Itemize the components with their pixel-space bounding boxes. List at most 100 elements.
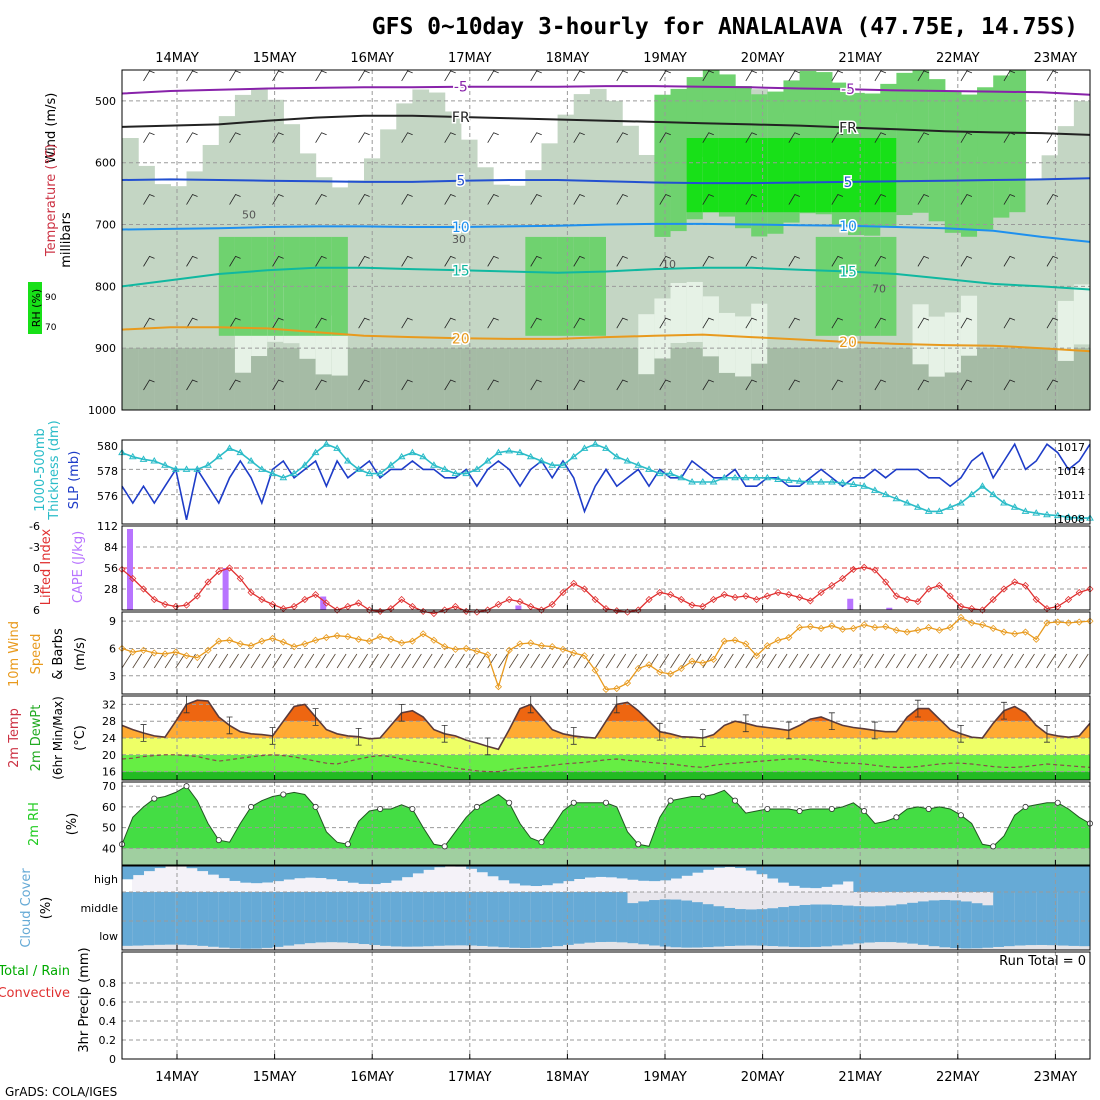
- wind-barb-10m: [745, 653, 756, 669]
- rh-point: [377, 805, 384, 812]
- temp-band-1: [122, 754, 1090, 772]
- lifted-index-point: [882, 578, 890, 586]
- wind-speed-point: [204, 646, 212, 654]
- wind-speed-point: [656, 668, 664, 676]
- cloud-middle: [1036, 892, 1048, 921]
- rh-shade: [831, 348, 849, 410]
- wind-barb: [272, 194, 284, 205]
- rh-point: [732, 797, 739, 804]
- wind-barb-10m: [723, 653, 734, 669]
- thickness-point: [376, 469, 385, 477]
- rh-shade: [218, 348, 236, 410]
- cloud-low: [735, 921, 747, 946]
- wind-barb: [874, 255, 887, 267]
- lifted-index-point: [656, 588, 664, 597]
- cloud-high: [584, 866, 596, 878]
- lifted-index-point: [301, 595, 309, 604]
- wind-barb: [358, 194, 370, 205]
- pressure-tick: 900: [95, 342, 116, 355]
- cloud-middle: [261, 892, 274, 921]
- lifted-index-point: [623, 608, 632, 616]
- lifted-tick: 3: [33, 583, 40, 596]
- rh-scale-high: 90: [45, 293, 57, 303]
- wind-barb: [1046, 255, 1059, 267]
- contour-label: 20: [452, 331, 470, 347]
- thickness-point: [1000, 499, 1008, 506]
- rh-shade: [1073, 348, 1091, 410]
- wind-barb: [487, 132, 499, 143]
- rh-shade: [606, 348, 623, 410]
- cloud-middle: [982, 905, 994, 921]
- date-label-bottom-6: 20MAY: [741, 1070, 785, 1085]
- thickness-point: [612, 452, 621, 460]
- cloud-high: [208, 866, 220, 875]
- cloud-high: [799, 866, 811, 888]
- wind-barb: [573, 317, 585, 329]
- cloud-middle: [186, 892, 198, 921]
- cloud-middle: [616, 892, 629, 921]
- rh-shade: [412, 89, 430, 410]
- wind-barb-10m: [637, 653, 648, 669]
- pressure-tick: 800: [95, 280, 116, 293]
- rh-point: [603, 799, 610, 806]
- wind-barb: [315, 194, 327, 205]
- temp-axis-label: 2m Temp: [7, 708, 22, 768]
- date-label-bottom-0: 14MAY: [155, 1070, 199, 1085]
- wind-speed-point: [258, 637, 266, 645]
- rh-point: [925, 805, 932, 812]
- thickness-point: [505, 446, 514, 454]
- wind-barb-10m: [1035, 653, 1046, 669]
- rh-shade: [864, 138, 881, 213]
- thickness-point: [935, 507, 944, 514]
- lifted-index-point: [537, 606, 546, 614]
- wind-barb-10m: [734, 653, 745, 669]
- thickness-point: [204, 461, 212, 468]
- rh-shade: [428, 348, 446, 410]
- cloud-middle: [541, 892, 553, 921]
- rh-shade: [1025, 348, 1043, 410]
- rh-shade: [928, 316, 946, 377]
- wind-barb: [960, 255, 973, 267]
- wind-barb: [702, 379, 714, 391]
- cloud-low: [347, 921, 360, 944]
- cloud-middle: [638, 901, 650, 921]
- date-label-bottom-3: 17MAY: [448, 1070, 492, 1085]
- wind-barb: [616, 255, 628, 267]
- wind-barb-10m: [799, 653, 809, 669]
- cloud-mid-gap: [745, 892, 758, 921]
- wind-barb: [143, 255, 155, 267]
- thickness-point: [946, 503, 955, 510]
- pressure-tick: 1000: [88, 404, 116, 417]
- rh-shade: [686, 281, 704, 342]
- cloud-low: [197, 921, 209, 946]
- lifted-index-point: [645, 595, 653, 604]
- wind-barb: [487, 255, 499, 267]
- rh-shade: [525, 348, 543, 410]
- cloud-high: [713, 866, 725, 868]
- contour-label: FR: [452, 110, 470, 126]
- rh-shade: [396, 103, 413, 411]
- dewpt-line: [121, 754, 1091, 773]
- cloud-low: [304, 921, 317, 944]
- cloud-middle: [595, 892, 607, 921]
- wind-barb: [358, 70, 370, 82]
- cloud-low: [1025, 921, 1037, 946]
- cloud-low: [713, 921, 725, 947]
- thickness-point: [903, 499, 912, 506]
- wind-barb-10m: [1025, 653, 1035, 669]
- wind-barb: [272, 255, 284, 267]
- wind-barb-10m: [939, 653, 949, 669]
- cloud-low: [380, 921, 392, 946]
- wind-barb-10m: [530, 653, 541, 669]
- rh-shade: [444, 111, 462, 411]
- wind-barb: [401, 132, 413, 143]
- date-label-bottom-5: 19MAY: [643, 1070, 687, 1085]
- cloud-low: [638, 921, 650, 945]
- precip-panel: 0.8 0.6 0.4 0.2 0 Run Total = 0 Total / Rain Co…: [0, 947, 1091, 1066]
- cape-axis-label: CAPE (J/kg): [71, 531, 86, 603]
- wind-barb-10m: [444, 653, 455, 669]
- wind-barb: [186, 132, 198, 143]
- wind-barb: [745, 317, 757, 329]
- thickness-point: [849, 480, 858, 488]
- cape-tick: 56: [104, 562, 118, 575]
